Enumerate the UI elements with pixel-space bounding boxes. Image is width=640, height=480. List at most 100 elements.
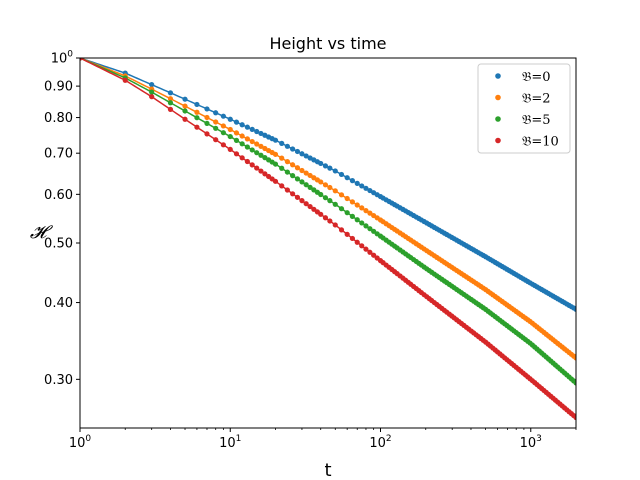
data-point: [167, 90, 174, 96]
data-point: [363, 246, 369, 252]
data-point: [239, 122, 245, 128]
legend-marker: [495, 116, 501, 122]
data-point: [322, 195, 329, 201]
data-point: [318, 191, 324, 198]
data-point: [122, 77, 128, 83]
data-point: [338, 227, 345, 233]
data-point: [294, 165, 301, 171]
data-point: [573, 380, 576, 386]
data-point: [338, 206, 345, 212]
series-0: [80, 58, 576, 312]
data-point: [367, 226, 373, 232]
legend-label: 𝔅=0: [522, 70, 551, 85]
data-point: [344, 210, 350, 216]
legend-label: 𝔅=10: [522, 135, 559, 150]
legend-box: [477, 63, 571, 154]
data-point: [294, 194, 301, 200]
data-point: [258, 168, 264, 174]
data-point: [249, 138, 255, 145]
data-point: [254, 141, 260, 147]
data-point: [349, 199, 355, 205]
data-point: [204, 114, 210, 121]
data-point: [80, 58, 83, 61]
data-point: [332, 188, 338, 194]
data-point: [327, 184, 333, 191]
data-point: [220, 130, 226, 136]
data-point: [322, 163, 329, 169]
data-point: [239, 141, 245, 147]
data-point: [194, 115, 200, 121]
legend-item: 𝔅=2: [495, 92, 551, 107]
data-point: [258, 130, 264, 137]
data-point: [244, 144, 250, 150]
data-point: [290, 191, 296, 197]
series-layer: [80, 58, 576, 421]
data-point: [327, 218, 333, 224]
data-point: [344, 195, 350, 202]
legend-marker: [495, 94, 501, 101]
data-point: [194, 124, 200, 130]
data-point: [299, 198, 305, 204]
data-point: [279, 165, 285, 171]
data-point: [204, 120, 210, 126]
data-point: [244, 136, 250, 142]
data-point: [327, 165, 333, 171]
data-point: [344, 175, 350, 181]
data-point: [239, 155, 245, 161]
data-point: [194, 109, 200, 115]
data-point: [194, 101, 200, 108]
y-tick-label: 0.70: [44, 147, 73, 162]
series-2: [80, 58, 576, 386]
data-point: [233, 151, 240, 157]
data-point: [284, 187, 290, 193]
data-point: [307, 203, 313, 210]
data-point: [332, 168, 338, 174]
data-point: [354, 239, 360, 245]
data-point: [254, 165, 260, 171]
data-point: [318, 211, 324, 217]
data-point: [573, 414, 576, 421]
x-tick-label: 102: [369, 434, 391, 451]
data-point: [227, 146, 233, 153]
data-point: [254, 150, 260, 156]
legend-label: 𝔅=2: [522, 92, 551, 107]
legend-item: 𝔅=10: [495, 135, 559, 150]
data-point: [272, 137, 279, 143]
data-point: [262, 155, 268, 161]
data-point: [213, 137, 219, 143]
data-point: [227, 133, 233, 140]
data-point: [149, 89, 155, 95]
legend-item: 𝔅=5: [495, 113, 551, 128]
data-point: [344, 231, 350, 237]
data-point: [299, 167, 305, 174]
data-point: [354, 217, 360, 223]
data-point: [303, 170, 309, 176]
data-point: [359, 205, 365, 211]
data-point: [204, 106, 210, 112]
data-point: [182, 116, 188, 122]
data-point: [367, 249, 373, 255]
data-point: [363, 223, 369, 229]
data-point: [167, 96, 174, 102]
data-point: [249, 162, 255, 168]
data-point: [244, 158, 250, 165]
y-tick-label: 0.90: [44, 80, 73, 95]
series-1: [80, 58, 576, 361]
y-axis: 100 0.90 0.80 0.70 0.60 0.50 0.40 0.30: [44, 50, 80, 388]
x-axis: 100 101 102 103: [69, 428, 577, 451]
data-point: [290, 162, 296, 168]
data-point: [279, 140, 285, 146]
data-point: [284, 169, 290, 175]
legend-marker: [495, 137, 501, 144]
data-point: [254, 128, 260, 135]
y-tick-label: 0.30: [44, 373, 73, 388]
data-point: [167, 100, 174, 106]
data-point: [272, 178, 279, 184]
data-point: [371, 252, 377, 258]
data-point: [182, 96, 188, 102]
data-point: [354, 202, 360, 208]
data-point: [233, 130, 240, 136]
data-point: [359, 220, 365, 226]
data-point: [354, 180, 360, 186]
data-point: [303, 153, 309, 159]
